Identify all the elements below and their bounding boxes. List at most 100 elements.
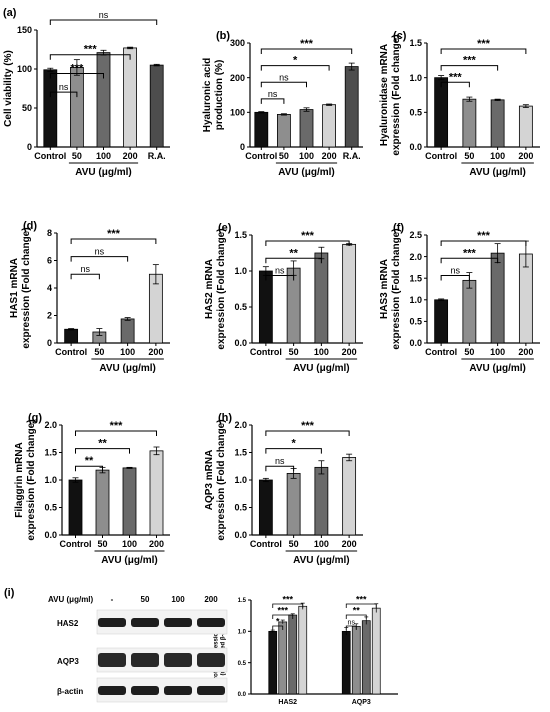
panel-label: (g): [28, 412, 42, 424]
y-tick-label: 2.0: [409, 252, 422, 262]
x-axis-title: AVU (μg/ml): [99, 363, 155, 374]
significance-bracket: [440, 275, 470, 281]
blot-band: [98, 653, 126, 667]
panel-label: (i): [4, 587, 15, 599]
significance-label: ***: [70, 62, 84, 74]
significance-bracket: [440, 65, 499, 71]
bar: [462, 279, 477, 344]
significance-label: **: [98, 438, 107, 450]
panel-c: (c) 0.0 0.5 1.0 1.5 Hyaluronidase mRNAexpress…: [379, 30, 540, 178]
panel-label: (f): [393, 222, 404, 234]
significance-bracket: [345, 625, 357, 630]
y-tick-label: 1.0: [234, 475, 247, 485]
significance-label: ***: [282, 595, 293, 605]
x-tick-label: Control: [34, 151, 66, 161]
significance-bracket: [70, 238, 157, 244]
significance-label: **: [353, 606, 361, 616]
y-tick-label: 8: [47, 228, 52, 238]
blot-lane-label: -: [111, 595, 114, 604]
y-tick-label: 0.0: [234, 530, 247, 540]
y-tick-label: 100: [17, 64, 32, 74]
bar: [96, 52, 111, 148]
panel-e: (e) 0.0 0.5 1.0 1.5 HAS2 mRNAexpression (Fold…: [204, 222, 363, 374]
significance-label: ***: [84, 44, 98, 56]
panel-label: (h): [218, 412, 232, 424]
significance-bracket: [49, 19, 158, 25]
significance-bracket: [345, 603, 377, 608]
bar: [258, 479, 273, 536]
significance-bracket: [49, 91, 78, 98]
y-tick-label: 0.0: [44, 530, 57, 540]
bar: [518, 105, 533, 148]
significance-label: ns: [59, 82, 69, 92]
x-tick-label: Control: [245, 151, 277, 161]
ylabel-line: expression (Fold change): [216, 419, 227, 540]
significance-label: ***: [356, 595, 367, 605]
significance-label: ns: [450, 266, 460, 276]
y-tick-label: 0.5: [409, 317, 422, 327]
y-tick-label: 1.0: [409, 73, 422, 83]
bar: [258, 270, 273, 344]
x-tick-label: R.A.: [148, 151, 166, 161]
bar: [462, 98, 477, 148]
x-axis-title: AVU (μg/ml): [293, 363, 349, 374]
y-tick-label: 0.5: [238, 661, 247, 667]
bar: [314, 466, 329, 536]
blot-row-label: AQP3: [57, 657, 79, 666]
western-blot: AVU (μg/ml) - 50 100 200 HAS2 AQP3 β-actin: [48, 595, 228, 703]
bar: [434, 299, 449, 344]
bar: [123, 47, 137, 148]
x-tick-label: 50: [94, 347, 104, 357]
y-axis-title: HAS3 mRNAexpression (Fold change): [379, 228, 402, 349]
bar: [490, 99, 505, 148]
bar: [342, 457, 357, 536]
ylabel-line: Filaggrin mRNA: [14, 442, 25, 518]
significance-label: ns: [275, 456, 285, 466]
x-tick-label: 100: [490, 347, 505, 357]
blot-row-label: HAS2: [57, 619, 79, 628]
y-tick-label: 200: [230, 73, 245, 83]
significance-label: ***: [463, 55, 477, 67]
x-tick-label: AQP3: [352, 699, 371, 706]
bar: [288, 614, 298, 695]
significance-bracket: [260, 81, 307, 88]
bar: [351, 625, 361, 695]
blot-band: [131, 653, 159, 667]
x-axis-title: AVU (μg/ml): [469, 167, 525, 178]
panel-d: (d) 0 2 4 6 8 HAS1 mRNAexpression (Fold change…: [9, 220, 170, 374]
significance-label: ns: [279, 72, 289, 82]
significance-label: *: [276, 617, 280, 627]
x-tick-label: 50: [464, 151, 474, 161]
significance-label: ***: [477, 230, 491, 242]
x-tick-label: 50: [289, 347, 299, 357]
bar: [298, 605, 308, 695]
ylabel-line: production (%): [214, 60, 225, 131]
significance-bracket: [70, 256, 129, 262]
blot-band: [164, 686, 192, 695]
blot-band: [98, 686, 126, 695]
significance-label: ***: [107, 228, 121, 240]
bar: [148, 273, 163, 344]
y-tick-label: 2.5: [409, 230, 422, 240]
significance-bracket: [272, 614, 294, 619]
bar: [149, 64, 164, 148]
panel-f: (f) 0.0 0.5 1.0 1.5 2.0 2.5 HAS3 mRNAexpression…: [379, 222, 540, 374]
blot-lane-label: 100: [171, 595, 185, 604]
x-tick-label: 50: [289, 539, 299, 549]
blot-band: [164, 618, 192, 627]
x-tick-label: 200: [149, 539, 164, 549]
y-tick-label: 1.0: [234, 266, 247, 276]
bar: [299, 109, 314, 148]
ylabel-line: HAS3 mRNA: [379, 259, 390, 319]
y-tick-label: 0: [47, 338, 52, 348]
x-tick-label: 200: [123, 151, 138, 161]
y-tick-label: 0.5: [234, 302, 247, 312]
blot-band: [131, 686, 159, 695]
x-tick-label: 100: [120, 347, 135, 357]
x-tick-label: 200: [342, 347, 357, 357]
blot-band: [98, 618, 126, 627]
y-tick-label: 2: [47, 311, 52, 321]
y-tick-label: 0: [240, 142, 245, 152]
y-tick-label: 1.5: [234, 230, 247, 240]
